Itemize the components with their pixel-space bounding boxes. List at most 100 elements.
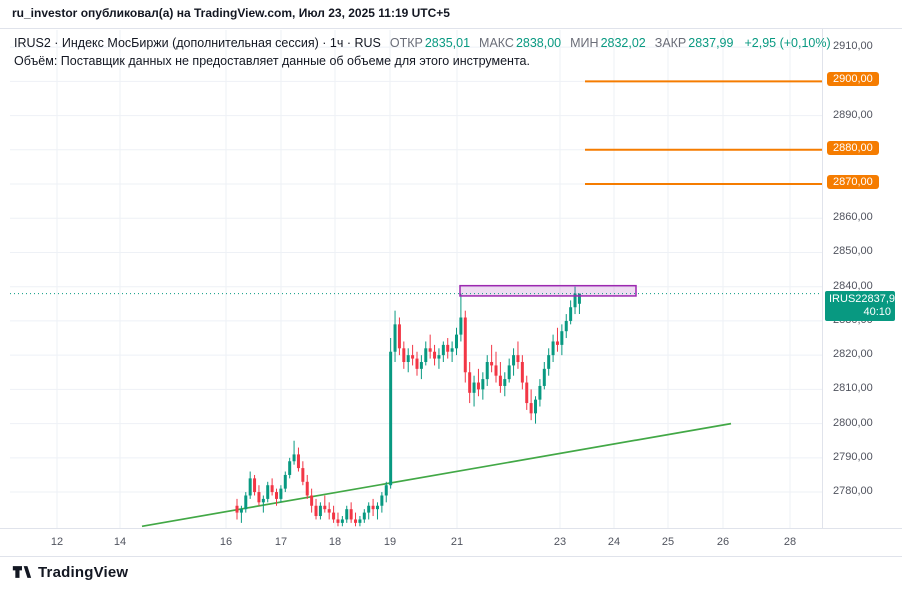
volume-note: Объём: Поставщик данных не предоставляет… [14, 54, 530, 68]
candle-body [481, 379, 485, 390]
candle-body [577, 293, 581, 304]
candle-body [244, 495, 248, 510]
price-tick-label: 2840,00 [833, 279, 873, 292]
change-value: +2,95 (+0,10%) [744, 36, 831, 50]
ohlc-high: МАКС 2838,00 [479, 36, 561, 50]
current-price-row: IRUS2 2837,99 [829, 292, 901, 306]
candle-body [358, 519, 362, 523]
candle-body [327, 509, 331, 513]
candle-body [485, 362, 489, 380]
candle-body [569, 307, 573, 321]
footer: TradingView [12, 562, 128, 582]
candle-body [257, 492, 261, 503]
candle-body [455, 334, 458, 349]
candle-body [402, 348, 406, 362]
ohlc-close: ЗАКР 2837,99 [655, 36, 734, 50]
price-level-label: 2870,00 [827, 175, 879, 190]
price-axis[interactable]: 2910,00 2900,00 2890,00 2880,00 2870,00 2860,… [822, 0, 902, 591]
candle-body [314, 505, 318, 517]
open-label: ОТКР [389, 36, 423, 50]
candle-body [318, 505, 322, 517]
candle-body [397, 324, 401, 349]
high-value: 2838,00 [515, 36, 562, 50]
header-divider [0, 28, 902, 29]
tradingview-wordmark[interactable]: TradingView [38, 563, 129, 581]
candle-body [525, 382, 529, 404]
badge-symbol: IRUS2 [829, 292, 862, 305]
candle-body [516, 355, 520, 362]
candle-body [393, 324, 397, 352]
price-level-label: 2900,00 [827, 72, 879, 87]
high-label: МАКС [479, 36, 514, 50]
candle-body [490, 362, 494, 366]
candle-body [538, 385, 542, 400]
time-tick-label: 24 [607, 536, 621, 548]
candle-body [547, 355, 551, 369]
candle-body [406, 355, 410, 362]
candle-body [261, 498, 265, 503]
candle-body [494, 365, 498, 376]
time-tick-label: 28 [783, 536, 797, 548]
trend-line [141, 422, 732, 528]
candle-body [446, 344, 450, 352]
candle-body [424, 348, 428, 362]
candle-body [301, 468, 305, 482]
candle-body [564, 320, 568, 332]
candle-body [305, 481, 309, 496]
candle-body [411, 355, 415, 359]
candle-body [529, 403, 533, 414]
price-tick-label: 2810,00 [833, 382, 873, 395]
candle-body [296, 454, 300, 469]
candle-body [253, 478, 257, 493]
candle-body [542, 368, 546, 386]
candle-body [389, 351, 393, 486]
time-axis[interactable]: 12 14 16 17 18 19 21 23 24 25 26 28 [0, 528, 902, 556]
candle-body [367, 505, 371, 513]
open-value: 2835,01 [424, 36, 471, 50]
candle-body [283, 474, 287, 489]
price-tick-label: 2910,00 [833, 40, 873, 53]
candle-body [520, 362, 524, 383]
time-tick-label: 23 [553, 536, 567, 548]
candle-body [433, 351, 437, 359]
price-tick-label: 2800,00 [833, 416, 873, 429]
candle-body [476, 382, 480, 390]
ohlc-open: ОТКР 2835,01 [390, 36, 470, 50]
bar-countdown: 40:10 [863, 305, 891, 318]
price-tick-label: 2850,00 [833, 245, 873, 258]
time-tick-label: 14 [113, 536, 127, 548]
candle-body [279, 488, 283, 499]
price-level-label: 2880,00 [827, 140, 879, 155]
candle-body [239, 509, 243, 513]
price-tick-label: 2780,00 [833, 485, 873, 498]
footer-divider [0, 556, 902, 557]
publish-info-text: ru_investor опубликовал(а) на TradingVie… [12, 6, 450, 20]
candle-body [472, 382, 476, 393]
candle-body [463, 317, 467, 373]
candle-body [419, 362, 423, 369]
candle-body [362, 512, 366, 520]
candle-body [441, 344, 445, 356]
candle-body [354, 519, 358, 523]
close-label: ЗАКР [654, 36, 687, 50]
candle-body [349, 509, 353, 520]
time-tick-label: 21 [450, 536, 464, 548]
tradingview-logo-icon[interactable] [12, 562, 32, 582]
candle-body [332, 512, 336, 520]
time-tick-label: 17 [274, 536, 288, 548]
candle-body [384, 485, 388, 496]
time-tick-label: 19 [383, 536, 397, 548]
time-tick-label: 16 [219, 536, 233, 548]
close-value: 2837,99 [688, 36, 734, 50]
candle-body [512, 355, 516, 366]
candle-body [371, 505, 375, 510]
price-tick-label: 2790,00 [833, 450, 873, 463]
candle-body [266, 485, 270, 499]
candle-body [288, 461, 292, 475]
candle-body [551, 341, 555, 356]
candle-body [248, 478, 252, 496]
low-value: 2832,02 [600, 36, 646, 50]
low-label: МИН [570, 36, 599, 50]
